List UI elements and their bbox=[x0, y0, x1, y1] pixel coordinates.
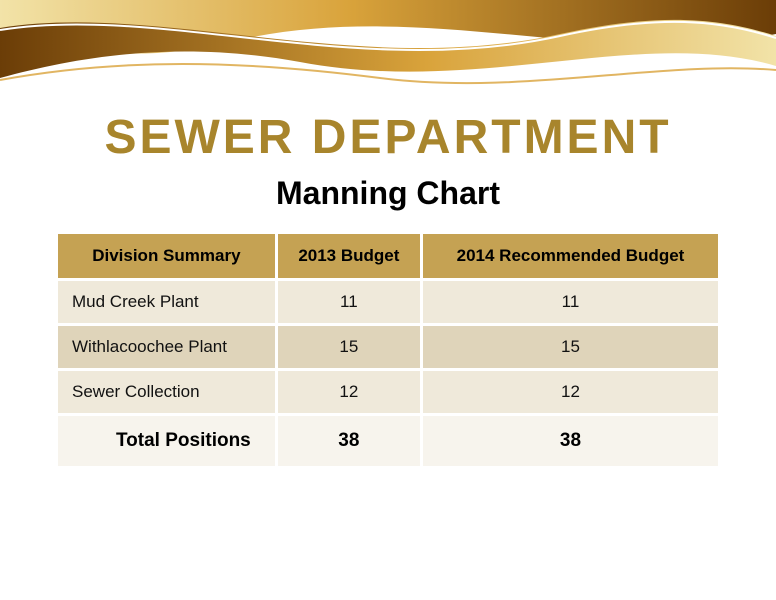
cell-value: 11 bbox=[421, 280, 718, 325]
table-row: Withlacoochee Plant 15 15 bbox=[58, 325, 718, 370]
footer-value: 38 bbox=[276, 415, 421, 467]
cell-value: 15 bbox=[421, 325, 718, 370]
footer-label: Total Positions bbox=[58, 415, 276, 467]
footer-value: 38 bbox=[421, 415, 718, 467]
page-subtitle: Manning Chart bbox=[0, 175, 776, 212]
manning-table: Division Summary 2013 Budget 2014 Recomm… bbox=[58, 234, 718, 466]
cell-value: 12 bbox=[421, 370, 718, 415]
table-footer-row: Total Positions 38 38 bbox=[58, 415, 718, 467]
table-row: Sewer Collection 12 12 bbox=[58, 370, 718, 415]
table-header-row: Division Summary 2013 Budget 2014 Recomm… bbox=[58, 234, 718, 280]
cell-value: 12 bbox=[276, 370, 421, 415]
banner-svg bbox=[0, 0, 776, 92]
col-division-summary: Division Summary bbox=[58, 234, 276, 280]
cell-value: 15 bbox=[276, 325, 421, 370]
cell-value: 11 bbox=[276, 280, 421, 325]
col-2013-budget: 2013 Budget bbox=[276, 234, 421, 280]
decorative-banner bbox=[0, 0, 776, 92]
cell-label: Withlacoochee Plant bbox=[58, 325, 276, 370]
page-title: SEWER DEPARTMENT bbox=[0, 110, 776, 165]
table-row: Mud Creek Plant 11 11 bbox=[58, 280, 718, 325]
cell-label: Mud Creek Plant bbox=[58, 280, 276, 325]
cell-label: Sewer Collection bbox=[58, 370, 276, 415]
col-2014-recommended: 2014 Recommended Budget bbox=[421, 234, 718, 280]
